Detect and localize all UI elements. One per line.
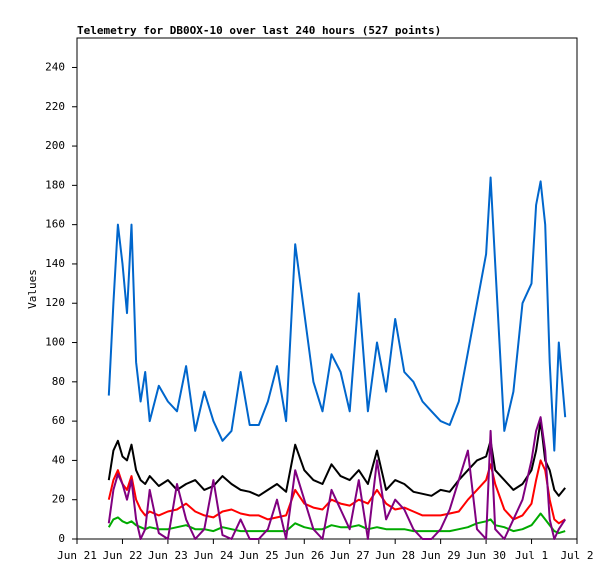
x-tick-label: Jun 30: [466, 549, 506, 562]
x-tick-label: Jun 23: [148, 549, 188, 562]
y-tick-label: 40: [52, 453, 65, 466]
y-tick-label: 240: [45, 60, 65, 73]
y-tick-label: 220: [45, 100, 65, 113]
x-tick-label: Jun 21: [57, 549, 97, 562]
x-tick-label: Jul 1: [515, 549, 548, 562]
x-tick-label: Jun 26: [284, 549, 324, 562]
series-line: [107, 176, 567, 452]
x-tick-label: Jun 22: [103, 549, 143, 562]
x-tick-label: Jun 29: [421, 549, 461, 562]
y-tick-label: 0: [58, 532, 65, 545]
x-tick-label: Jun 24: [193, 549, 233, 562]
y-tick-label: 100: [45, 336, 65, 349]
x-tick-label: Jul 2: [560, 549, 593, 562]
y-tick-label: 200: [45, 139, 65, 152]
y-axis-label: Values: [26, 269, 39, 309]
series-line: [107, 416, 567, 540]
series-line: [107, 420, 566, 497]
y-tick-label: 180: [45, 178, 65, 191]
x-tick-label: Jun 27: [330, 549, 370, 562]
plot-frame: [76, 37, 578, 540]
x-tick-label: Jun 25: [239, 549, 279, 562]
chart-title: Telemetry for DB0OX-10 over last 240 hou…: [77, 24, 441, 37]
y-tick-label: 140: [45, 257, 65, 270]
y-tick-label: 160: [45, 218, 65, 231]
y-tick-label: 60: [52, 414, 65, 427]
y-tick-label: 20: [52, 493, 65, 506]
x-tick-label: Jun 28: [375, 549, 415, 562]
y-tick-label: 80: [52, 375, 65, 388]
y-tick-label: 120: [45, 296, 65, 309]
